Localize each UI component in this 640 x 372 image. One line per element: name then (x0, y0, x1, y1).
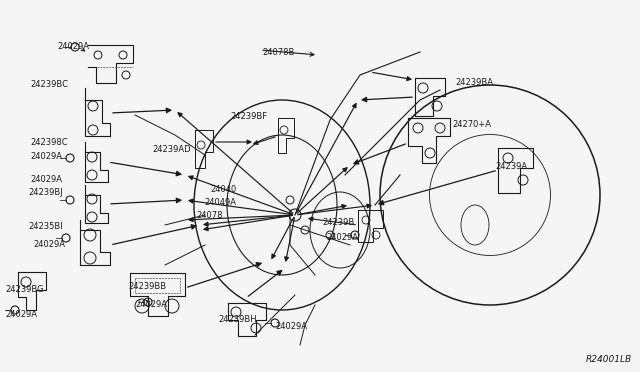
Text: 24029A: 24029A (135, 300, 167, 309)
Text: 24029A: 24029A (5, 310, 37, 319)
Text: 24029A: 24029A (30, 152, 62, 161)
Text: 24239BB: 24239BB (128, 282, 166, 291)
Text: 24239A: 24239A (495, 162, 527, 171)
Text: 24029A: 24029A (33, 240, 65, 249)
Text: 24235BI: 24235BI (28, 222, 63, 231)
Text: 24029A: 24029A (30, 175, 62, 184)
Text: 24239AD: 24239AD (152, 145, 191, 154)
Text: 24078B: 24078B (262, 48, 294, 57)
Text: R24001LB: R24001LB (586, 355, 632, 364)
Text: 24029A: 24029A (326, 233, 358, 242)
Text: 24029A: 24029A (57, 42, 89, 51)
Text: 24049A: 24049A (204, 198, 236, 207)
Text: 24239BH: 24239BH (218, 315, 257, 324)
Text: 24239BJ: 24239BJ (28, 188, 63, 197)
Text: 24078: 24078 (196, 211, 223, 220)
Text: 24239BG: 24239BG (5, 285, 44, 294)
Text: 242398C: 242398C (30, 138, 68, 147)
Text: 24239B: 24239B (322, 218, 355, 227)
Text: 24239BA: 24239BA (455, 78, 493, 87)
Text: 24270+A: 24270+A (452, 120, 491, 129)
Text: 24029A: 24029A (275, 322, 307, 331)
Text: 24239BF: 24239BF (230, 112, 267, 121)
Text: 24040: 24040 (210, 185, 236, 194)
Text: 24239BC: 24239BC (30, 80, 68, 89)
